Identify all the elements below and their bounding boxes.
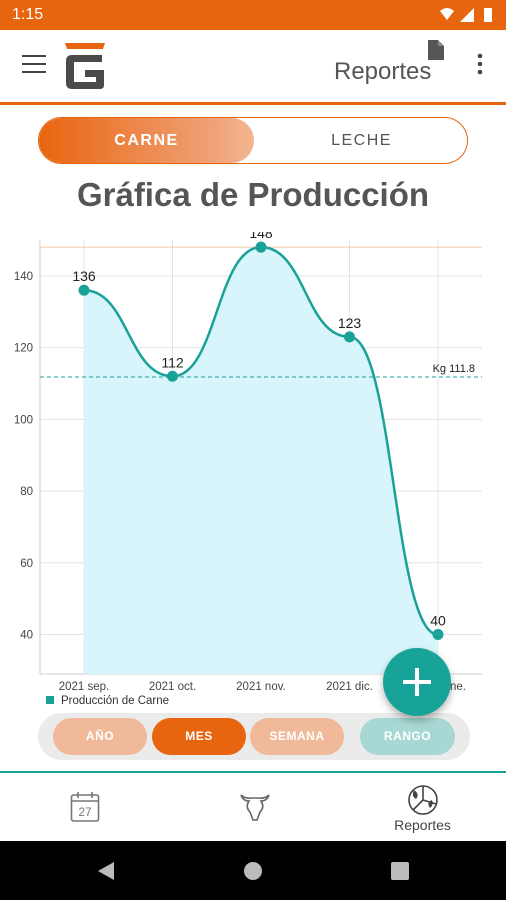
cow-head-icon [240,794,270,821]
nav-item-reports[interactable] [406,784,440,816]
x-tick-label: ne. [450,681,466,693]
battery-icon [484,8,492,22]
data-label: 40 [430,613,446,629]
chart-legend: Producción de Carne [46,695,169,707]
series-area [84,247,438,674]
more-options-icon[interactable] [476,52,484,76]
y-tick-label: 140 [14,271,33,283]
status-bar: 1:15 [0,0,506,30]
nav-item-calendar[interactable]: 27 [70,791,100,823]
y-tick-label: 100 [14,414,33,426]
period-month-button[interactable]: MES [152,718,246,755]
y-tick-label: 40 [20,630,33,642]
period-year-button[interactable]: AÑO [53,718,147,755]
bottom-navigation [0,773,506,841]
data-point [255,241,267,253]
period-selector: AÑO MES SEMANA RANGO [38,713,470,760]
production-chart: 136 112 148 123 40 40 60 80 100 120 140 2021 sep.… [14,232,482,707]
data-point [432,629,444,641]
period-week-button[interactable]: SEMANA [250,718,344,755]
status-icons [438,6,496,29]
tab-carne[interactable]: CARNE [39,118,254,163]
y-tick-label: 60 [20,558,33,570]
chart-title: Gráfica de Producción [76,176,430,213]
legend-swatch [46,696,54,704]
reports-icon [408,785,438,815]
data-point [167,370,178,382]
data-points: 136 112 148 123 40 [72,232,446,641]
bottom-nav-divider [0,771,506,773]
recents-icon[interactable] [391,862,409,880]
tab-leche[interactable]: LECHE [331,132,392,149]
x-tick-label: 2021 oct. [149,681,196,693]
signal-icon [460,8,474,22]
legend-label: Producción de Carne [61,695,169,707]
calendar-icon: 27 [70,792,100,822]
x-tick-label: 2021 dic. [326,681,373,693]
nav-item-reports-label: Reportes [394,817,451,833]
data-label: 148 [249,232,273,241]
home-icon[interactable] [244,862,262,880]
status-time: 1:15 [12,6,44,23]
menu-icon[interactable] [22,55,46,75]
app-bar-divider [0,102,506,105]
calendar-day: 27 [78,805,92,819]
data-label: 123 [338,315,362,331]
data-label: 136 [72,268,96,284]
system-navigation-bar [0,841,506,900]
page-title: Reportes [334,58,432,85]
app-logo [62,40,108,92]
y-tick-label: 80 [20,486,33,498]
data-label: 112 [161,354,184,370]
plus-icon [403,668,431,696]
y-axis-labels: 40 60 80 100 120 140 [14,271,33,642]
x-tick-label: 2021 sep. [59,681,110,693]
add-button[interactable] [383,648,451,716]
x-tick-label: 2021 nov. [236,681,286,693]
product-toggle: CARNE LECHE [38,117,468,164]
series-line [83,245,439,636]
wifi-icon [440,8,454,20]
period-range-button[interactable]: RANGO [360,718,455,755]
data-point [78,284,90,296]
document-icon[interactable] [428,40,444,60]
app-bar [0,30,506,102]
back-icon[interactable] [98,862,114,880]
nav-item-livestock[interactable] [238,792,272,822]
average-label: Kg 111.8 [433,363,475,375]
data-point [344,331,355,343]
x-axis-labels: 2021 sep. 2021 oct. 2021 nov. 2021 dic. ne. [59,681,466,693]
y-tick-label: 120 [14,343,33,355]
